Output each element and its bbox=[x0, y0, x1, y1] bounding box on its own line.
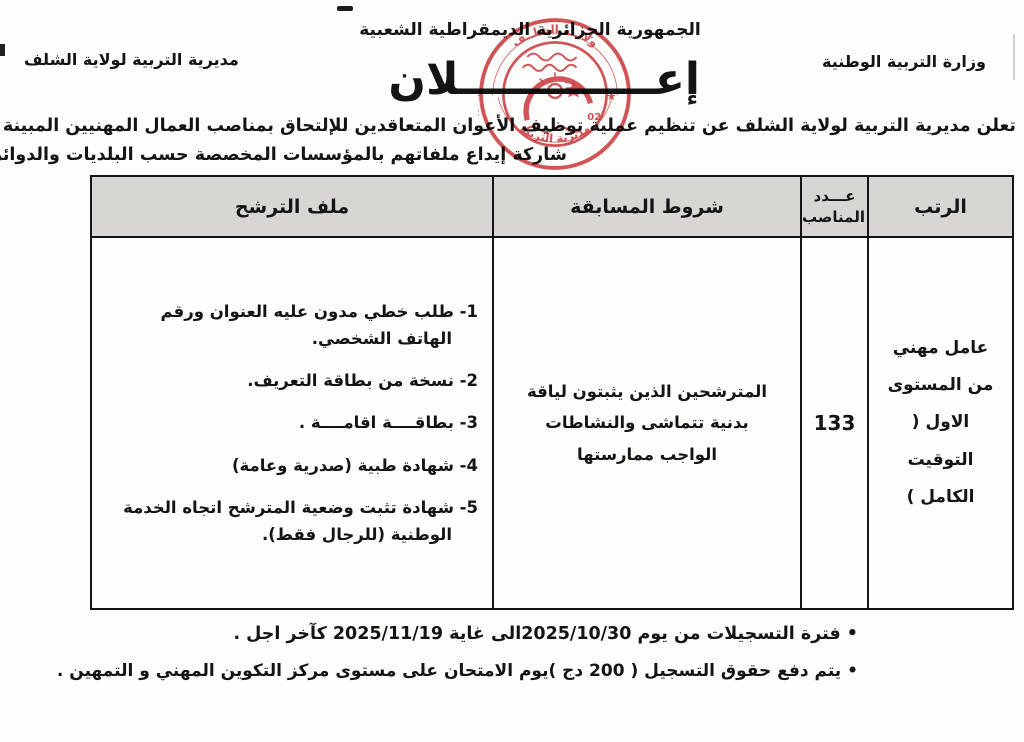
table-row: عامل مهني من المستوى الاول ( التوقيت الك… bbox=[90, 236, 1014, 610]
file-item-4: 4- شهادة طبية (صدرية وعامة) bbox=[231, 455, 478, 475]
file-item-2: 2- نسخة من بطاقة التعريف. bbox=[247, 371, 478, 391]
header-rank: الرتب bbox=[867, 175, 1014, 238]
stamp-seal-icon: ★ ★ 02 02 ولايــة الشلــف مديرية التربية bbox=[466, 18, 631, 170]
file-item-5: 5- شهادة تثبت وضعية المترشح اتجاه الخدمة… bbox=[123, 497, 478, 545]
registration-fees-note: يتم دفع حقوق التسجيل ( 200 دج )يوم الامت… bbox=[57, 661, 858, 681]
stamp-center-star-icon bbox=[565, 81, 582, 98]
recruitment-table: الرتب عـــدد المناصب شروط المسابقة ملف ا… bbox=[90, 175, 1014, 610]
official-stamp: ★ ★ 02 02 ولايــة الشلــف مديرية التربية bbox=[466, 16, 632, 172]
file-item-1: 1- طلب خطي مدون عليه العنوان ورقم الهاتف… bbox=[160, 301, 478, 348]
registration-period-note: فترة التسجيلات من يوم 2025/10/30الى غاية… bbox=[233, 624, 858, 644]
intro-paragraph-line1: تعلن مديرية التربية لولاية الشلف عن تنظي… bbox=[0, 116, 1016, 136]
cell-positions-count: 133 bbox=[800, 236, 869, 610]
star-icon: ★ bbox=[478, 89, 481, 103]
cell-application-file: 1- طلب خطي مدون عليه العنوان ورقم الهاتف… bbox=[90, 236, 494, 610]
stamp-number-left: 02 bbox=[478, 108, 480, 119]
intro-paragraph-line2: شاركة إيداع ملفاتهم بالمؤسسات المخصصة حس… bbox=[0, 145, 567, 165]
directorate-title: مديرية التربية لولاية الشلف bbox=[24, 50, 239, 69]
cell-conditions: المترشحين الذين يثبتون لياقة بدنية تتماش… bbox=[492, 236, 802, 610]
file-item-3: 3- بطاقــــة اقامــــة . bbox=[298, 413, 478, 433]
republic-title: الجمهورية الجزائرية الديمقراطية الشعبية bbox=[359, 20, 701, 40]
svg-text:مديرية التربية: مديرية التربية bbox=[517, 121, 592, 145]
stamp-bottom-arc-text: مديرية التربية bbox=[517, 121, 592, 145]
table-header-row: الرتب عـــدد المناصب شروط المسابقة ملف ا… bbox=[90, 175, 1014, 238]
scan-artifact bbox=[337, 6, 353, 11]
star-icon: ★ bbox=[606, 89, 616, 103]
stamp-number-right: 02 bbox=[587, 112, 601, 123]
header-application-file: ملف الترشح bbox=[90, 175, 494, 238]
header-conditions: شروط المسابقة bbox=[492, 175, 802, 238]
header-positions-count: عـــدد المناصب bbox=[800, 175, 869, 238]
ministry-title: وزارة التربية الوطنية bbox=[821, 52, 986, 71]
cell-rank: عامل مهني من المستوى الاول ( التوقيت الك… bbox=[867, 236, 1014, 610]
scan-artifact bbox=[1013, 34, 1015, 80]
scan-artifact bbox=[0, 44, 5, 56]
